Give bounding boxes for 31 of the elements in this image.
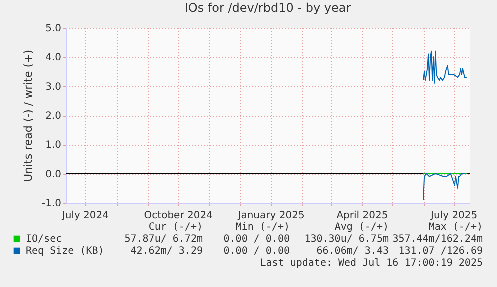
text: 57.87u/ 6.72m <box>124 234 203 245</box>
x-tick-label: July 2024 <box>61 210 110 222</box>
legend-label: IO/sec <box>26 234 62 245</box>
y-tick-label: 2.0 <box>46 111 62 122</box>
text: Min (-/+) <box>236 222 290 233</box>
text: 357.44m/162.24m <box>392 234 483 245</box>
text: 0.00 / 0.00 <box>224 234 290 245</box>
text: 130.30u/ 6.75m <box>304 234 389 245</box>
y-tick-label: 0.0 <box>46 169 62 180</box>
text: 131.07 /126.69 <box>398 246 483 257</box>
y-tick-label: 4.0 <box>46 52 62 64</box>
x-tick-label: January 2025 <box>237 210 305 222</box>
line-series <box>423 50 468 84</box>
y-axis-title: Units read (-) / write (+) <box>22 50 35 182</box>
text: 0.00 / 0.00 <box>224 246 290 257</box>
x-tick-label: April 2025 <box>336 210 388 222</box>
line-series <box>423 173 466 201</box>
y-tick-label: 5.0 <box>46 24 62 34</box>
text: 42.62m/ 3.29 <box>130 246 203 257</box>
x-tick-label: October 2024 <box>144 210 213 222</box>
text: Last update: Wed Jul 16 17:00:19 2025 <box>260 258 483 269</box>
x-tick-label: July 2025 <box>430 210 478 222</box>
text: 66.06m/ 3.43 <box>316 246 389 257</box>
text: Cur (-/+) <box>148 222 203 233</box>
text: Avg (-/+) <box>334 222 389 233</box>
y-tick-label: 3.0 <box>46 82 62 93</box>
y-tick-label: -1.0 <box>42 198 62 210</box>
text: Max (-/+) <box>428 222 483 233</box>
y-tick-label: 1.0 <box>46 140 62 152</box>
legend-label: Req Size (KB) <box>26 246 104 257</box>
chart-title: IOs for /dev/rbd10 - by year <box>184 1 352 15</box>
